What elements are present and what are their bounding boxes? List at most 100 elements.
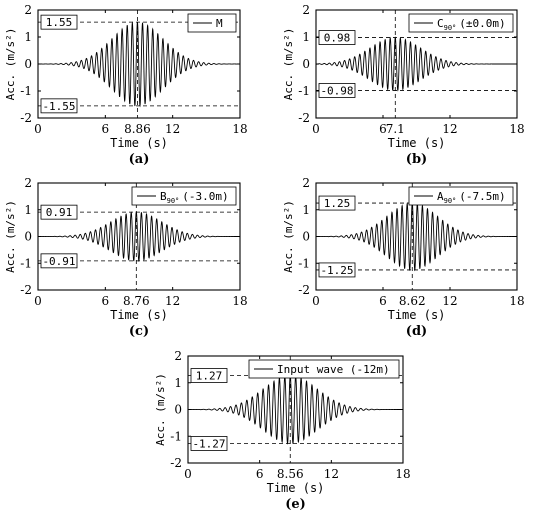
legend-label: B90° (-3.0m) [160, 190, 229, 205]
x-tick-label: 6 [379, 122, 387, 136]
peak-time-label: 8.56 [277, 467, 304, 481]
negative-peak-box [190, 436, 228, 451]
negative-peak-label: -1.25 [320, 264, 353, 277]
y-tick-label: -2 [20, 111, 32, 125]
y-tick-label: 1 [24, 30, 32, 44]
x-tick-label: 0 [34, 122, 42, 136]
x-tick-label: 12 [165, 122, 180, 136]
y-tick-label: 2 [302, 3, 310, 17]
x-tick-label: 0 [184, 467, 192, 481]
x-tick-label: 0 [312, 294, 320, 308]
y-tick-label: -2 [20, 283, 32, 297]
positive-peak-box [40, 14, 78, 30]
negative-peak-box [40, 98, 78, 114]
x-tick-label: 18 [509, 122, 524, 136]
x-axis-title: Time (s) [388, 136, 446, 150]
y-tick-label: 2 [24, 3, 32, 17]
negative-peak-box [40, 253, 78, 269]
panel-label: (e) [285, 497, 306, 512]
y-tick-label: 0 [174, 403, 182, 417]
y-tick-label: 0 [24, 57, 32, 71]
x-tick-label: 12 [442, 122, 457, 136]
y-tick-label: 1 [24, 203, 32, 217]
x-tick-label: 18 [232, 122, 247, 136]
y-tick-label: 0 [24, 230, 32, 244]
panel-label: (b) [406, 152, 427, 167]
acceleration-series-line [316, 202, 517, 272]
negative-peak-box [318, 262, 356, 278]
x-axis-title: Time (s) [267, 481, 325, 495]
x-axis-title: Time (s) [110, 308, 168, 322]
x-tick-label: 0 [312, 122, 320, 136]
acceleration-series-line [316, 36, 517, 92]
panel-label: (d) [406, 324, 427, 339]
legend-box [248, 359, 400, 379]
y-axis-title: Acc. (m/s²) [4, 28, 17, 101]
panel-label: (c) [129, 324, 149, 339]
x-tick-label: 6 [256, 467, 264, 481]
y-tick-label: 2 [174, 349, 182, 363]
x-axis-title: Time (s) [388, 308, 446, 322]
positive-peak-box [190, 368, 228, 383]
acceleration-series-line [38, 21, 240, 108]
positive-peak-label: 0.91 [46, 206, 73, 219]
positive-peak-label: 1.25 [324, 197, 351, 210]
y-tick-label: -1 [298, 84, 310, 98]
peak-time-label: 8.62 [399, 294, 426, 308]
legend-label: M [216, 17, 223, 30]
positive-peak-box [318, 30, 356, 45]
y-axis-title: Acc. (m/s²) [282, 28, 295, 101]
positive-peak-label: 1.27 [196, 370, 223, 383]
x-tick-label: 6 [102, 294, 110, 308]
positive-peak-box [318, 195, 356, 211]
acceleration-series-line [188, 374, 403, 445]
y-axis-title: Acc. (m/s²) [154, 373, 167, 446]
negative-peak-label: -0.98 [320, 84, 353, 97]
y-tick-label: 2 [24, 176, 32, 190]
legend-box [131, 186, 237, 206]
x-tick-label: 12 [324, 467, 339, 481]
x-tick-label: 18 [395, 467, 410, 481]
peak-time-label: 8.76 [123, 294, 150, 308]
peak-time-label: 7.1 [386, 122, 405, 136]
positive-peak-label: 0.98 [324, 32, 351, 45]
x-tick-label: 12 [442, 294, 457, 308]
y-axis-title: Acc. (m/s²) [282, 200, 295, 273]
y-tick-label: -2 [298, 283, 310, 297]
y-tick-label: -2 [298, 111, 310, 125]
y-tick-label: -2 [170, 456, 182, 470]
x-tick-label: 6 [102, 122, 110, 136]
legend-label: Input wave (-12m) [277, 363, 390, 376]
legend-box [408, 186, 514, 206]
y-tick-label: 0 [302, 230, 310, 244]
x-axis-title: Time (s) [110, 136, 168, 150]
x-tick-label: 18 [509, 294, 524, 308]
x-tick-label: 0 [34, 294, 42, 308]
y-tick-label: 1 [302, 30, 310, 44]
peak-time-label: 8.86 [124, 122, 151, 136]
negative-peak-label: -1.27 [192, 437, 225, 450]
positive-peak-box [40, 204, 78, 220]
y-tick-label: -1 [298, 256, 310, 270]
x-tick-label: 6 [379, 294, 387, 308]
x-tick-label: 18 [232, 294, 247, 308]
panel-label: (a) [129, 152, 150, 167]
y-tick-label: 2 [302, 176, 310, 190]
x-tick-label: 12 [165, 294, 180, 308]
negative-peak-label: -0.91 [42, 255, 75, 268]
y-tick-label: -1 [170, 429, 182, 443]
legend-box [408, 13, 514, 33]
negative-peak-box [318, 83, 356, 98]
positive-peak-label: 1.55 [46, 16, 73, 29]
y-tick-label: 1 [302, 203, 310, 217]
legend-label: A90° (-7.5m) [437, 190, 506, 205]
legend-label: C90° (±0.0m) [437, 17, 506, 32]
y-tick-label: -1 [20, 84, 32, 98]
y-axis-title: Acc. (m/s²) [4, 200, 17, 273]
